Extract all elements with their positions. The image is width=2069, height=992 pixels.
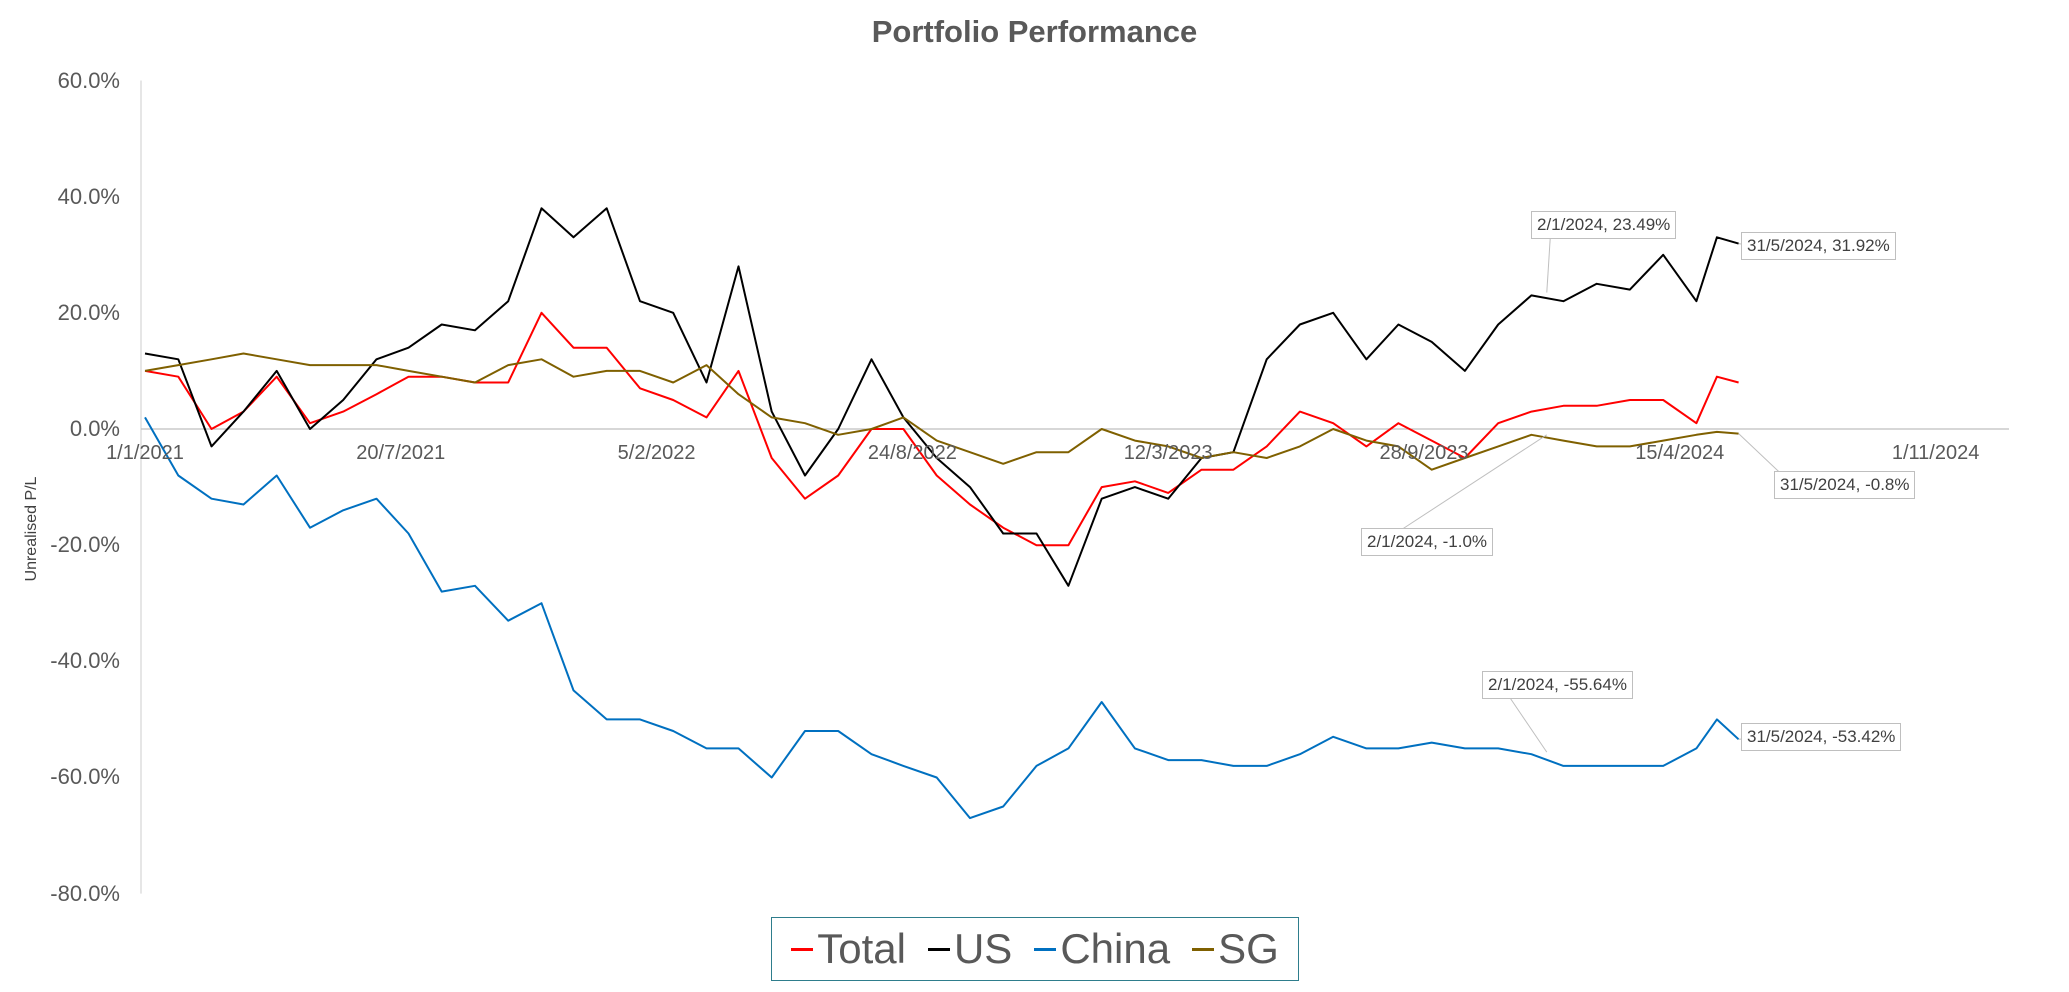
data-label-china: 31/5/2024, -53.42% xyxy=(1741,723,1902,751)
x-tick-label: 1/1/2021 xyxy=(106,442,184,464)
legend-item-sg: SG xyxy=(1192,925,1279,973)
data-label-sg: 2/1/2024, -1.0% xyxy=(1361,528,1494,556)
legend-label: Total xyxy=(817,925,906,972)
y-tick-label: -40.0% xyxy=(50,648,120,674)
y-axis-label: Unrealised P/L xyxy=(23,476,40,582)
legend-swatch-total xyxy=(791,947,814,951)
legend: Total US China SG xyxy=(771,917,1299,981)
data-label-china: 2/1/2024, -55.64% xyxy=(1482,671,1633,699)
legend-swatch-china xyxy=(1034,947,1057,951)
legend-label: US xyxy=(953,925,1013,972)
x-tick-label: 28/9/2023 xyxy=(1379,442,1469,464)
legend-item-us: US xyxy=(927,925,1013,973)
series-lines xyxy=(144,207,1740,820)
y-tick-label: 40.0% xyxy=(57,183,120,209)
data-label-us: 31/5/2024, 31.92% xyxy=(1741,232,1896,260)
y-tick-label: 60.0% xyxy=(57,67,120,93)
x-tick-label: 15/4/2024 xyxy=(1635,442,1725,464)
x-tick-label: 24/8/2022 xyxy=(867,442,957,464)
axes xyxy=(140,80,2009,894)
legend-item-china: China xyxy=(1034,925,1170,973)
x-tick-label: 1/11/2024 xyxy=(1891,442,1980,464)
data-label-us: 2/1/2024, 23.49% xyxy=(1531,211,1677,239)
series-line-sg xyxy=(144,352,1739,471)
y-tick-label: 20.0% xyxy=(57,299,120,325)
chart-title: Portfolio Performance xyxy=(871,14,1198,49)
legend-item-total: Total xyxy=(791,925,906,973)
y-tick-label: -80.0% xyxy=(50,880,120,906)
legend-swatch-us xyxy=(927,947,950,951)
leader-line xyxy=(1380,434,1548,544)
y-tick-label: 0.0% xyxy=(69,416,120,441)
y-tick-label: -20.0% xyxy=(50,532,120,558)
x-tick-label: 12/3/2023 xyxy=(1123,442,1213,464)
data-label-sg: 31/5/2024, -0.8% xyxy=(1774,471,1916,499)
series-line-china xyxy=(144,416,1740,820)
x-tick-label: 20/7/2021 xyxy=(356,442,446,464)
series-line-total xyxy=(144,311,1739,547)
legend-swatch-sg xyxy=(1192,947,1215,951)
y-tick-label: -60.0% xyxy=(50,764,120,790)
series-line-us xyxy=(144,207,1739,587)
legend-label: China xyxy=(1060,925,1171,972)
legend-label: SG xyxy=(1218,925,1279,972)
x-tick-label: 5/2/2022 xyxy=(617,442,696,464)
